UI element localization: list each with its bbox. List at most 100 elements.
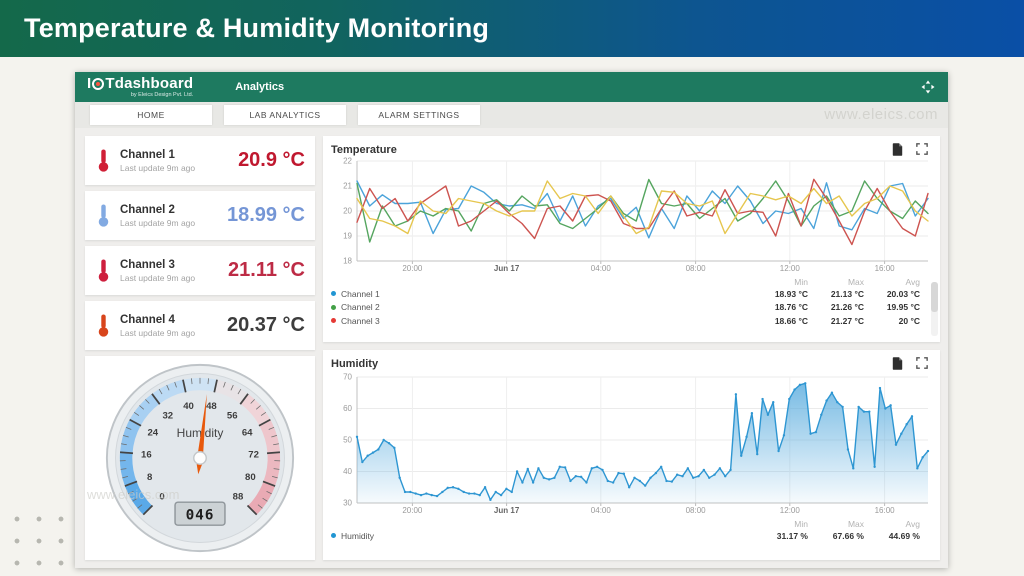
svg-text:16:00: 16:00: [875, 264, 896, 273]
svg-text:60: 60: [343, 404, 352, 413]
stats-header-avg: Avg: [905, 276, 921, 287]
svg-text:12:00: 12:00: [780, 264, 801, 273]
svg-text:48: 48: [206, 401, 217, 412]
tab-bar: HOME LAB ANALYTICS ALARM SETTINGS www.el…: [75, 102, 948, 128]
legend-label[interactable]: Channel 3: [341, 315, 380, 326]
svg-text:08:00: 08:00: [686, 506, 707, 515]
logo-subtitle: by Eleics Design Pvt. Ltd.: [130, 91, 194, 98]
watermark: www.eleics.com: [824, 106, 938, 123]
svg-text:20: 20: [343, 207, 352, 216]
page-banner: Temperature & Humidity Monitoring: [0, 0, 1024, 57]
stats-row-channel-1: Channel 1 18.93 °C 21.13 °C 20.03 °C: [331, 287, 920, 301]
channel-last-update: Last update 9m ago: [120, 162, 196, 173]
channel-card-2: Channel 2 Last update 9m ago 18.99 °C: [85, 191, 315, 240]
svg-text:70: 70: [343, 373, 352, 382]
svg-text:12:00: 12:00: [780, 506, 801, 515]
app-logo: I Tdashboard by Eleics Design Pvt. Ltd.: [87, 76, 193, 98]
legend-label[interactable]: Channel 1: [341, 288, 380, 299]
channel-value: 18.99 °C: [226, 204, 305, 226]
stat-max: 67.66 %: [832, 530, 864, 541]
stat-min: 18.93 °C: [774, 288, 808, 299]
stat-min: 18.66 °C: [774, 315, 808, 326]
humidity-panel: Humidity 30 40 50 60 70 20:00 Jun 17 04:00 08:00…: [323, 350, 940, 560]
svg-text:64: 64: [242, 428, 253, 439]
svg-text:16: 16: [141, 450, 152, 461]
svg-text:40: 40: [183, 401, 194, 412]
nav-analytics[interactable]: Analytics: [235, 81, 285, 93]
legend-label[interactable]: Humidity: [341, 530, 375, 541]
fullscreen-icon[interactable]: [916, 143, 929, 156]
svg-text:Jun 17: Jun 17: [494, 264, 520, 273]
legend-dot: [331, 533, 336, 539]
channel-value: 20.9 °C: [238, 149, 305, 171]
channel-name: Channel 1: [120, 148, 175, 161]
svg-text:56: 56: [227, 410, 238, 421]
page-title: Temperature & Humidity Monitoring: [24, 13, 490, 43]
svg-text:Humidity: Humidity: [177, 426, 224, 440]
stat-avg: 20 °C: [898, 315, 920, 326]
svg-text:50: 50: [343, 436, 352, 445]
logo-text-i: I: [87, 75, 92, 92]
svg-text:0: 0: [159, 491, 164, 502]
temperature-panel: Temperature 18 19 20 21 22 20:00 Jun 17 04:00 08…: [323, 136, 940, 342]
svg-text:72: 72: [248, 450, 259, 461]
charts-column: Temperature 18 19 20 21 22 20:00 Jun 17 04:00 08…: [323, 136, 940, 560]
thermometer-icon: [95, 312, 112, 339]
svg-text:30: 30: [343, 499, 352, 508]
channel-list: Channel 1 Last update 9m ago 20.9 °C Cha…: [85, 136, 315, 560]
channel-name: Channel 2: [120, 203, 175, 216]
stats-header-max: Max: [847, 518, 864, 529]
svg-text:04:00: 04:00: [591, 506, 612, 515]
stat-max: 21.13 °C: [830, 288, 864, 299]
export-icon[interactable]: [892, 357, 905, 370]
svg-text:22: 22: [343, 157, 352, 166]
svg-text:88: 88: [233, 491, 244, 502]
thermometer-icon: [95, 257, 112, 284]
legend-label[interactable]: Channel 2: [341, 302, 380, 313]
svg-text:16:00: 16:00: [875, 506, 896, 515]
thermometer-icon: [95, 202, 112, 229]
stats-header-min: Min: [794, 276, 808, 287]
temperature-chart: 18 19 20 21 22 20:00 Jun 17 04:00 08:00 12:00 16:0…: [343, 157, 929, 273]
stats-header-max: Max: [847, 276, 864, 287]
scrollbar-track[interactable]: [931, 282, 938, 336]
svg-text:80: 80: [245, 472, 256, 483]
stat-avg: 19.95 °C: [886, 302, 920, 313]
scrollbar-thumb[interactable]: [931, 282, 938, 313]
stat-avg: 44.69 %: [888, 530, 920, 541]
logo-o-icon: [92, 77, 105, 90]
svg-text:08:00: 08:00: [686, 264, 707, 273]
humidity-panel-title: Humidity: [331, 357, 379, 370]
channel-last-update: Last update 9m ago: [120, 327, 196, 338]
app-header: I Tdashboard by Eleics Design Pvt. Ltd. …: [75, 72, 948, 102]
logo-dot-icon: [96, 81, 101, 86]
collapse-icon[interactable]: [921, 80, 936, 95]
svg-text:32: 32: [162, 410, 173, 421]
svg-text:8: 8: [147, 472, 153, 483]
fullscreen-icon[interactable]: [916, 357, 929, 370]
channel-last-update: Last update 9m ago: [120, 272, 196, 283]
tab-home[interactable]: HOME: [90, 105, 212, 125]
humidity-gauge-card: 0 8 16 24 32 40 48 56 64 72 80 88 Humidity 046 www.el…: [85, 356, 315, 560]
svg-text:04:00: 04:00: [591, 264, 612, 273]
humidity-stats: Min Max Avg Humidity 31.17 % 67.66 % 44.…: [331, 518, 932, 543]
stat-max: 21.27 °C: [830, 315, 864, 326]
svg-text:20:00: 20:00: [402, 506, 423, 515]
svg-text:24: 24: [147, 428, 158, 439]
svg-text:40: 40: [343, 467, 352, 476]
tab-alarm-settings[interactable]: ALARM SETTINGS: [358, 105, 480, 125]
legend-dot: [331, 318, 336, 324]
temperature-panel-title: Temperature: [331, 143, 397, 156]
legend-dot: [331, 291, 336, 297]
export-icon[interactable]: [892, 143, 905, 156]
channel-last-update: Last update 9m ago: [120, 217, 196, 228]
temperature-stats: Min Max Avg Channel 1 18.93 °C 21.13 °C …: [331, 276, 932, 328]
svg-text:046: 046: [186, 507, 215, 523]
stats-row-channel-2: Channel 2 18.76 °C 21.26 °C 19.95 °C: [331, 301, 920, 315]
humidity-chart: 30 40 50 60 70 20:00 Jun 17 04:00 08:00 12:00 16:0…: [343, 373, 930, 515]
channel-card-1: Channel 1 Last update 9m ago 20.9 °C: [85, 136, 315, 185]
stat-avg: 20.03 °C: [886, 288, 920, 299]
tab-lab-analytics[interactable]: LAB ANALYTICS: [224, 105, 346, 125]
